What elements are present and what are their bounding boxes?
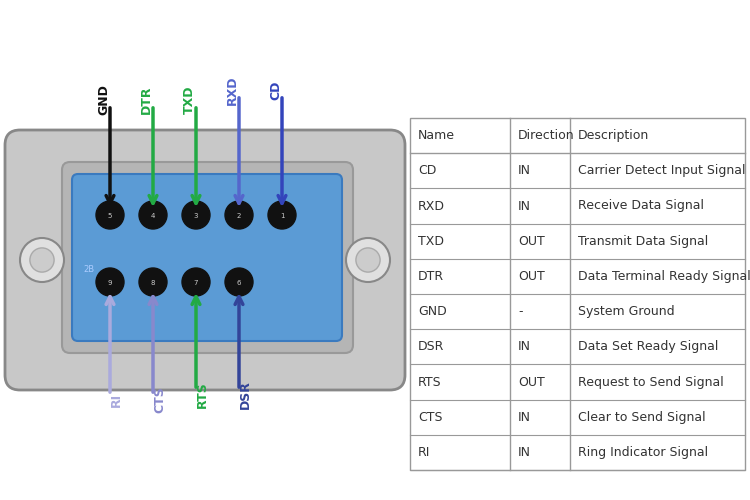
FancyBboxPatch shape: [62, 162, 353, 353]
Text: GND: GND: [97, 84, 110, 116]
Text: IN: IN: [518, 200, 531, 212]
Circle shape: [96, 201, 124, 229]
Text: RI: RI: [110, 393, 123, 407]
Text: CD: CD: [269, 80, 282, 100]
Text: OUT: OUT: [518, 376, 544, 388]
Ellipse shape: [346, 238, 390, 282]
Text: 8: 8: [151, 280, 155, 286]
Text: Description: Description: [578, 129, 650, 142]
Text: 2B: 2B: [83, 266, 94, 274]
Circle shape: [139, 201, 167, 229]
Text: Data Set Ready Signal: Data Set Ready Signal: [578, 340, 718, 353]
Text: CTS: CTS: [418, 410, 442, 424]
Text: RI: RI: [418, 446, 430, 459]
Text: DTR: DTR: [140, 86, 153, 115]
Text: DTR: DTR: [418, 270, 444, 283]
Text: Carrier Detect Input Signal: Carrier Detect Input Signal: [578, 164, 746, 177]
Text: 3: 3: [194, 213, 198, 219]
Text: IN: IN: [518, 164, 531, 177]
FancyBboxPatch shape: [72, 174, 342, 341]
Text: Transmit Data Signal: Transmit Data Signal: [578, 234, 708, 248]
Ellipse shape: [20, 238, 64, 282]
Text: TXD: TXD: [183, 86, 196, 115]
Circle shape: [225, 201, 253, 229]
Text: CD: CD: [418, 164, 436, 177]
Circle shape: [225, 268, 253, 296]
Text: Request to Send Signal: Request to Send Signal: [578, 376, 724, 388]
Text: Receive Data Signal: Receive Data Signal: [578, 200, 704, 212]
Text: Ring Indicator Signal: Ring Indicator Signal: [578, 446, 708, 459]
Circle shape: [139, 268, 167, 296]
Circle shape: [268, 201, 296, 229]
Text: RTS: RTS: [196, 382, 209, 408]
Text: IN: IN: [518, 446, 531, 459]
Text: Clear to Send Signal: Clear to Send Signal: [578, 410, 706, 424]
Circle shape: [96, 268, 124, 296]
Ellipse shape: [30, 248, 54, 272]
Text: RTS: RTS: [418, 376, 442, 388]
Text: 4: 4: [151, 213, 155, 219]
Text: -: -: [518, 305, 523, 318]
Text: CTS: CTS: [153, 386, 166, 413]
Text: DSR: DSR: [239, 380, 252, 410]
Text: TXD: TXD: [418, 234, 444, 248]
Text: 2: 2: [237, 213, 242, 219]
Bar: [410, 118, 745, 470]
Text: OUT: OUT: [518, 270, 544, 283]
Text: 9: 9: [108, 280, 112, 286]
Text: 1: 1: [280, 213, 284, 219]
Text: IN: IN: [518, 410, 531, 424]
Text: 5: 5: [108, 213, 112, 219]
Circle shape: [182, 201, 210, 229]
Text: 7: 7: [194, 280, 198, 286]
Text: RXD: RXD: [226, 75, 239, 105]
Text: System Ground: System Ground: [578, 305, 675, 318]
Text: IN: IN: [518, 340, 531, 353]
Text: OUT: OUT: [518, 234, 544, 248]
Text: Direction: Direction: [518, 129, 574, 142]
Text: Data Terminal Ready Signal: Data Terminal Ready Signal: [578, 270, 750, 283]
Text: DSR: DSR: [418, 340, 444, 353]
Text: GND: GND: [418, 305, 447, 318]
Text: Name: Name: [418, 129, 455, 142]
Circle shape: [182, 268, 210, 296]
FancyBboxPatch shape: [5, 130, 405, 390]
Text: 6: 6: [237, 280, 242, 286]
Text: RXD: RXD: [418, 200, 445, 212]
Ellipse shape: [356, 248, 380, 272]
